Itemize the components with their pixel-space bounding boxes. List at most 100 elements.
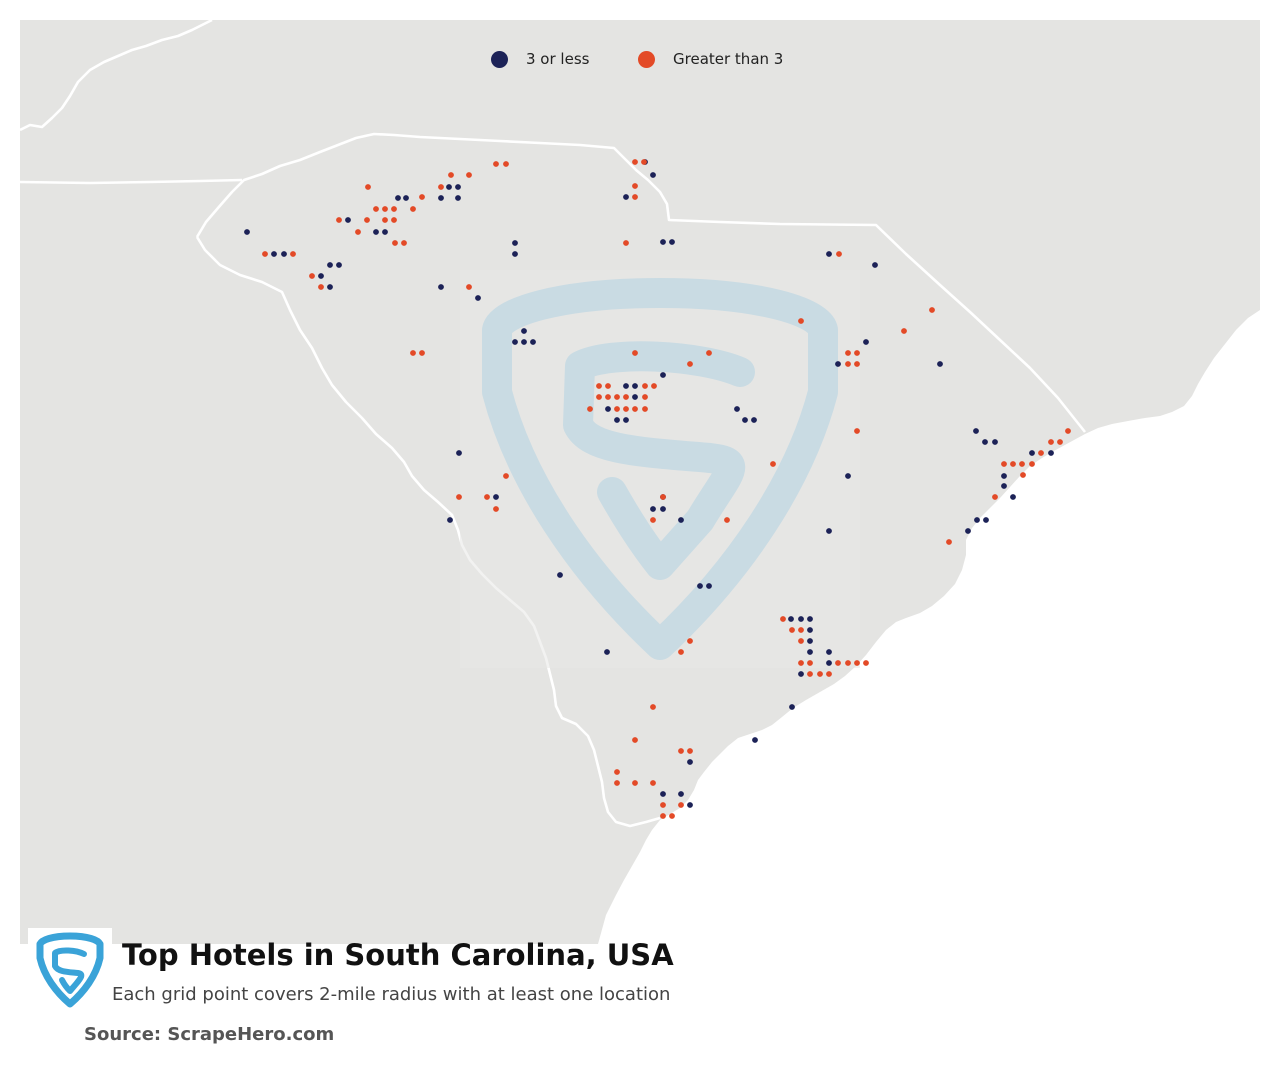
grid-point-high xyxy=(642,383,648,389)
grid-point-low xyxy=(512,251,518,257)
grid-point-high xyxy=(632,159,638,165)
grid-point-high xyxy=(826,671,832,677)
grid-point-low xyxy=(826,528,832,534)
grid-point-high xyxy=(401,240,407,246)
grid-point-low xyxy=(395,195,401,201)
grid-point-high xyxy=(391,206,397,212)
legend-label-low: 3 or less xyxy=(526,50,590,68)
grid-point-high xyxy=(309,273,315,279)
grid-point-high xyxy=(854,428,860,434)
legend-dot-low xyxy=(491,50,508,68)
grid-point-low xyxy=(872,262,878,268)
grid-point-high xyxy=(262,251,268,257)
grid-point-low xyxy=(789,704,795,710)
grid-point-high xyxy=(854,660,860,666)
grid-point-high xyxy=(410,206,416,212)
grid-point-low xyxy=(345,217,351,223)
grid-point-low xyxy=(863,339,869,345)
grid-point-low xyxy=(687,802,693,808)
grid-point-high xyxy=(835,660,841,666)
grid-point-low xyxy=(271,251,277,257)
ga-nc-border xyxy=(20,178,243,185)
grid-point-low xyxy=(669,239,675,245)
grid-point-low xyxy=(327,284,333,290)
grid-point-high xyxy=(641,159,647,165)
grid-point-high xyxy=(632,183,638,189)
grid-point-low xyxy=(660,239,666,245)
grid-point-low xyxy=(660,506,666,512)
grid-point-low xyxy=(512,339,518,345)
grid-point-high xyxy=(466,172,472,178)
legend: 3 or less Greater than 3 xyxy=(20,50,1260,74)
grid-point-high xyxy=(946,539,952,545)
grid-point-high xyxy=(669,813,675,819)
grid-point-high xyxy=(807,660,813,666)
grid-point-low xyxy=(447,517,453,523)
grid-point-high xyxy=(503,473,509,479)
grid-point-low xyxy=(438,284,444,290)
grid-point-high xyxy=(678,748,684,754)
grid-point-high xyxy=(391,217,397,223)
grid-point-high xyxy=(365,184,371,190)
grid-point-high xyxy=(687,748,693,754)
grid-point-high xyxy=(493,161,499,167)
sc-nc-border xyxy=(195,132,1087,433)
grid-point-low xyxy=(623,383,629,389)
grid-point-high xyxy=(632,406,638,412)
grid-point-high xyxy=(650,704,656,710)
grid-point-low xyxy=(788,616,794,622)
grid-point-high xyxy=(724,517,730,523)
grid-point-low xyxy=(660,791,666,797)
grid-point-high xyxy=(382,206,388,212)
grid-point-low xyxy=(826,660,832,666)
grid-point-low xyxy=(687,759,693,765)
grid-point-high xyxy=(992,494,998,500)
ocean xyxy=(598,310,1260,944)
grid-point-high xyxy=(854,350,860,356)
grid-point-high xyxy=(642,406,648,412)
grid-point-high xyxy=(605,383,611,389)
map-svg xyxy=(20,20,1260,944)
hotel-grid-points xyxy=(244,159,1071,819)
grid-point-low xyxy=(807,649,813,655)
grid-point-low xyxy=(438,195,444,201)
grid-point-low xyxy=(835,361,841,367)
grid-point-low xyxy=(557,572,563,578)
grid-point-high xyxy=(651,383,657,389)
grid-point-low xyxy=(632,383,638,389)
grid-point-low xyxy=(521,328,527,334)
map-area[interactable]: 3 or less Greater than 3 xyxy=(20,20,1260,944)
grid-point-low xyxy=(650,506,656,512)
grid-point-high xyxy=(1010,461,1016,467)
grid-point-low xyxy=(521,339,527,345)
grid-point-high xyxy=(789,627,795,633)
grid-point-high xyxy=(660,494,666,500)
grid-point-high xyxy=(798,627,804,633)
grid-point-low xyxy=(632,394,638,400)
grid-point-low xyxy=(965,528,971,534)
grid-point-low xyxy=(1001,483,1007,489)
grid-point-high xyxy=(632,350,638,356)
grid-point-high xyxy=(1038,450,1044,456)
grid-point-low xyxy=(826,251,832,257)
grid-point-low xyxy=(318,273,324,279)
grid-point-high xyxy=(419,350,425,356)
grid-point-high xyxy=(382,217,388,223)
grid-point-low xyxy=(456,450,462,456)
grid-point-high xyxy=(845,350,851,356)
grid-point-high xyxy=(798,660,804,666)
grid-point-low xyxy=(475,295,481,301)
grid-point-low xyxy=(382,229,388,235)
grid-point-high xyxy=(836,251,842,257)
grid-point-high xyxy=(901,328,907,334)
grid-point-low xyxy=(706,583,712,589)
grid-point-low xyxy=(798,616,804,622)
grid-point-high xyxy=(364,217,370,223)
grid-point-high xyxy=(605,394,611,400)
grid-point-low xyxy=(807,616,813,622)
grid-point-high xyxy=(807,671,813,677)
grid-point-low xyxy=(751,417,757,423)
grid-point-high xyxy=(929,307,935,313)
grid-point-high xyxy=(632,780,638,786)
grid-point-high xyxy=(660,802,666,808)
